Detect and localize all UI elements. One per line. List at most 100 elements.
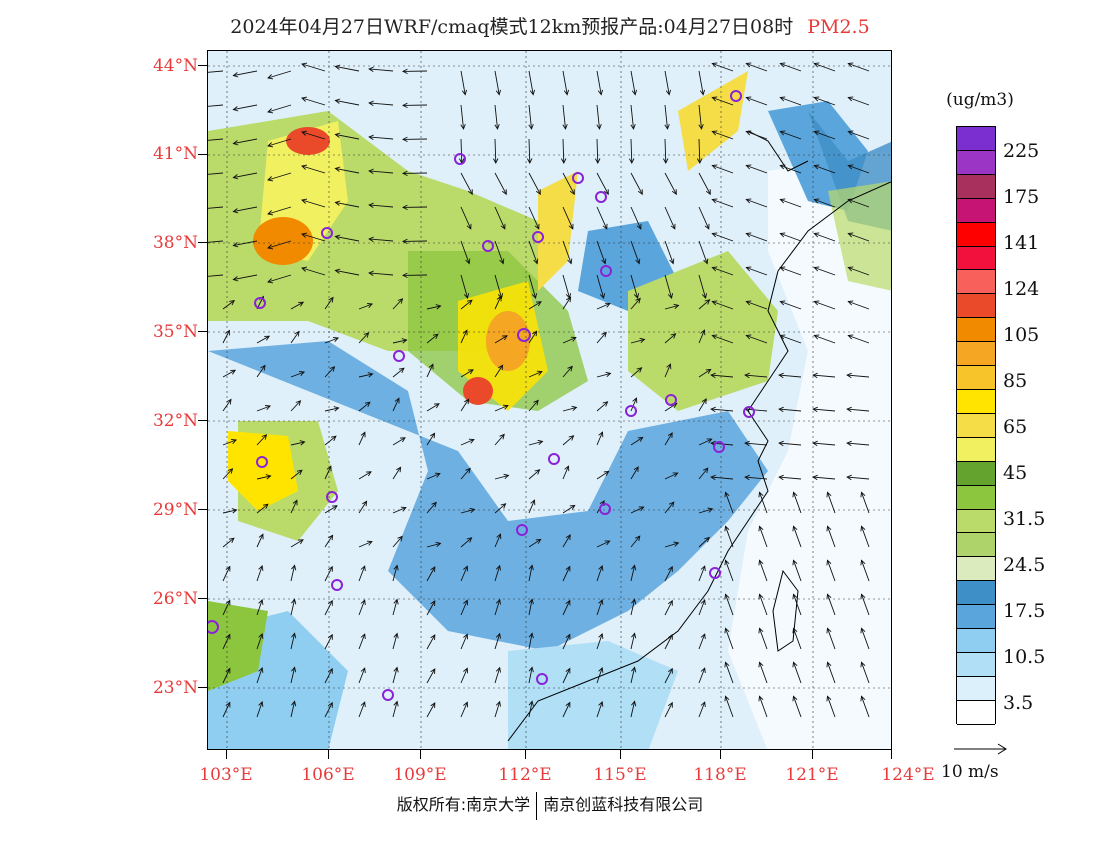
wind-arrow-head	[532, 330, 538, 337]
wind-arrow	[562, 406, 577, 412]
wind-arrow	[358, 599, 366, 616]
footer-separator	[536, 791, 538, 820]
wind-arrow	[664, 333, 676, 344]
wind-arrow-head	[528, 564, 534, 571]
colorbar-swatch	[957, 246, 995, 271]
wind-arrow	[460, 70, 466, 95]
city-markers	[208, 90, 755, 701]
wind-arrow-head	[779, 266, 786, 272]
wind-arrow	[392, 367, 405, 378]
wind-arrow-head	[227, 468, 234, 474]
wind-arrow-head	[402, 238, 408, 245]
wind-arrow	[759, 628, 768, 650]
wind-arrow-head	[328, 296, 334, 303]
wind-arrow	[698, 138, 701, 164]
wind-arrow-head	[779, 62, 786, 68]
wind-arrow-head	[565, 534, 571, 541]
wind-arrow-head	[465, 467, 471, 474]
wind-arrow	[759, 662, 768, 684]
wind-arrow	[596, 633, 603, 650]
lat-label-26: 26°N	[152, 589, 198, 609]
wind-arrow-head	[258, 598, 264, 605]
wind-arrow	[369, 238, 394, 242]
wind-arrow-head	[631, 89, 638, 96]
wind-arrow-head	[704, 536, 710, 543]
wind-arrow-head	[267, 244, 274, 250]
city-marker	[713, 441, 725, 453]
wind-arrow-head	[463, 565, 469, 572]
wind-arrow	[267, 172, 292, 181]
wind-arrow-head	[231, 439, 238, 445]
colorbar-swatch	[957, 413, 995, 438]
wind-arrow-head	[430, 702, 436, 709]
wind-arrow	[848, 233, 870, 242]
wind-arrow	[460, 668, 468, 684]
wind-arrow	[324, 535, 333, 548]
wind-arrow	[222, 600, 231, 616]
wind-arrow	[369, 68, 394, 72]
wind-arrow-head	[262, 503, 269, 509]
wind-arrow-head	[466, 299, 473, 305]
wind-arrow-head	[301, 130, 308, 136]
wind-arrow	[827, 594, 836, 616]
wind-arrow-head	[847, 334, 854, 340]
wind-arrow-head	[711, 266, 718, 272]
wind-arrow-head	[631, 666, 637, 673]
wind-arrow-head	[401, 338, 408, 344]
wind-arrow-head	[225, 599, 231, 606]
wind-arrow	[664, 363, 671, 378]
wind-arrow	[208, 138, 224, 141]
wind-arrow	[222, 566, 231, 582]
wind-arrow	[630, 667, 636, 684]
wind-arrow-head	[360, 431, 366, 438]
wind-arrow-head	[530, 499, 536, 506]
wind-arrow	[759, 526, 768, 548]
wind-arrow	[494, 296, 502, 310]
wind-arrow-head	[232, 242, 239, 248]
wind-arrow	[793, 526, 802, 548]
wind-arrow	[256, 503, 269, 514]
wind-arrow-head	[632, 397, 638, 404]
colorbar-swatch	[957, 581, 995, 606]
wind-arrow	[814, 301, 836, 310]
wind-arrow-head	[860, 627, 866, 634]
wind-arrow	[793, 594, 802, 616]
wind-arrow	[392, 565, 398, 582]
wind-arrow	[779, 374, 802, 378]
green-zone-yunnan	[208, 601, 268, 691]
wind-arrow	[369, 102, 394, 106]
wind-arrow	[630, 437, 643, 446]
wind-arrow-head	[533, 399, 539, 406]
wind-arrow	[698, 565, 706, 582]
wind-arrow	[324, 634, 333, 650]
wind-arrow-head	[703, 467, 709, 474]
wind-arrow-head	[711, 96, 718, 102]
wind-arrow	[324, 466, 332, 480]
lat-label-44: 44°N	[152, 56, 198, 76]
wind-arrow	[712, 131, 734, 140]
wind-arrow-head	[400, 506, 407, 512]
wind-arrow-head	[779, 130, 786, 136]
wind-arrow-head	[498, 364, 504, 371]
wind-arrow-head	[778, 406, 784, 413]
wind-arrow	[746, 199, 768, 208]
wind-arrow	[358, 471, 372, 480]
wind-arrow-head	[533, 258, 539, 265]
wind-arrow	[369, 136, 394, 140]
wind-arrow-head	[700, 329, 706, 336]
colorbar-swatch	[957, 366, 995, 390]
wind-arrow	[759, 492, 768, 514]
wind-arrow	[848, 335, 870, 344]
wind-arrow-head	[663, 158, 669, 164]
wind-arrow	[528, 371, 543, 378]
wind-arrow-head	[295, 400, 302, 406]
wind-arrow-head	[745, 164, 752, 170]
wind-arrow	[630, 367, 642, 378]
wind-arrow	[358, 633, 366, 650]
wind-arrow	[698, 508, 713, 514]
wind-arrow	[460, 439, 475, 446]
city-marker	[709, 567, 721, 579]
wind-arrow	[664, 566, 673, 582]
wind-arrow-head	[365, 471, 372, 477]
wind-arrow-head	[267, 210, 274, 216]
